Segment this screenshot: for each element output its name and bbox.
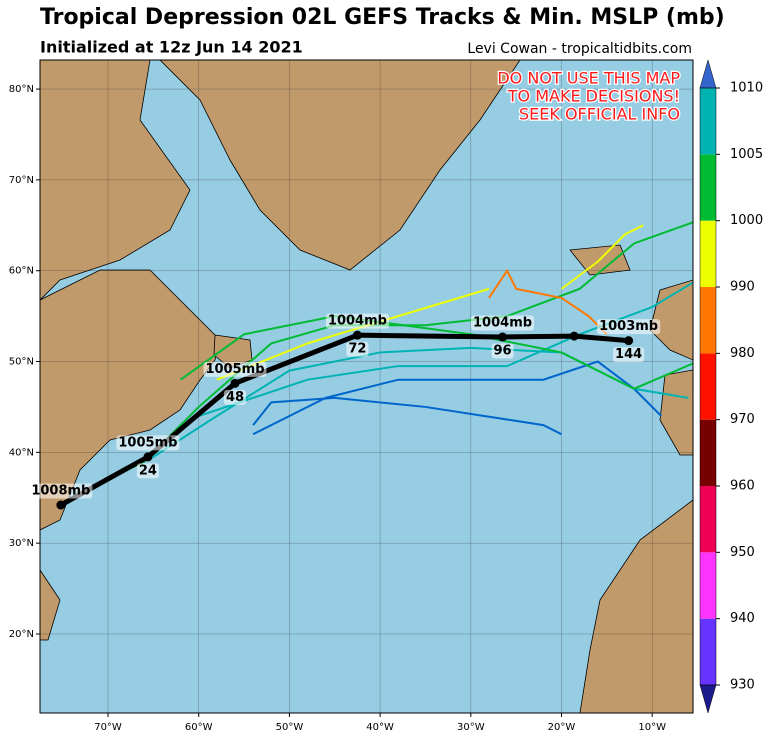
x-tick-label: 20°W: [548, 722, 576, 733]
colorbar-segment: [700, 486, 716, 553]
title: Tropical Depression 02L GEFS Tracks & Mi…: [40, 5, 725, 30]
colorbar-label: 930: [730, 678, 755, 693]
label-bg: [491, 343, 514, 359]
colorbar-extend: [699, 684, 717, 714]
track-point: [56, 500, 66, 510]
x-tick-label: 40°W: [366, 722, 394, 733]
hour-label: 96: [493, 344, 511, 359]
label-bg: [116, 435, 180, 451]
colorbar-label: 950: [730, 545, 755, 560]
x-tick-label: 50°W: [276, 722, 304, 733]
pressure-label: 1005mb: [118, 435, 177, 450]
colorbar-label: 1005: [730, 147, 763, 162]
label-bg: [203, 361, 267, 377]
label-bg: [597, 319, 661, 335]
y-tick-label: 20°N: [9, 629, 34, 640]
label-bg: [613, 347, 645, 363]
x-tick-label: 30°W: [457, 722, 485, 733]
pressure-label: 1004mb: [328, 314, 387, 329]
label-bg: [223, 389, 247, 405]
colorbar-label: 980: [730, 346, 755, 361]
label-bg: [29, 483, 93, 499]
colorbar-label: 960: [730, 479, 755, 494]
track-point: [230, 378, 240, 388]
track-point: [352, 330, 362, 340]
label-bg: [471, 315, 535, 331]
colorbar-frame: [699, 87, 717, 686]
credit: Levi Cowan - tropicaltidbits.com: [467, 41, 692, 57]
colorbar-label: 1010: [730, 81, 763, 96]
subtitle: Initialized at 12z Jun 14 2021: [40, 38, 303, 57]
colorbar-segment: [700, 88, 716, 155]
member-track: [198, 281, 693, 417]
track-point: [143, 452, 153, 462]
x-tick-label: 60°W: [185, 722, 213, 733]
hour-label: 48: [226, 390, 244, 405]
pressure-label: 1004mb: [473, 316, 532, 331]
y-tick-label: 60°N: [9, 266, 34, 277]
y-tick-label: 30°N: [9, 538, 34, 549]
label-bg: [346, 341, 369, 357]
y-tick-label: 70°N: [9, 175, 34, 186]
member-track: [488, 268, 608, 335]
colorbar-segment: [700, 552, 716, 619]
hour-label: 144: [615, 347, 642, 362]
track-labels: 1008mb 1005mb 24 1005mb 48 1004mb 72 1004mb 96 10…: [29, 313, 661, 510]
member-track: [252, 396, 562, 436]
colorbar-segment: [700, 220, 716, 287]
y-tick-label: 40°N: [9, 447, 34, 458]
pressure-label: 1005mb: [205, 362, 264, 377]
x-tick-label: 10°W: [638, 722, 666, 733]
pressure-label: 1003mb: [599, 319, 658, 334]
track-point: [498, 332, 508, 342]
colorbar-segment: [700, 353, 716, 420]
colorbar-segment: [700, 419, 716, 486]
track-point: [624, 336, 634, 346]
colorbar-extend: [699, 59, 717, 89]
colorbar-segment: [700, 618, 716, 685]
colorbar-segment: [700, 154, 716, 221]
warning-line: DO NOT USE THIS MAP: [497, 69, 680, 88]
y-tick-label: 80°N: [9, 84, 34, 95]
map-frame: [39, 59, 694, 714]
warning-line: SEEK OFFICIAL INFO: [519, 105, 680, 124]
colorbar-label: 1000: [730, 213, 763, 228]
warning-line: TO MAKE DECISIONS!: [507, 87, 680, 106]
hour-label: 24: [139, 463, 157, 478]
member-track: [560, 224, 644, 290]
label-bg: [325, 313, 389, 329]
colorbar-label: 990: [730, 280, 755, 295]
y-tick-label: 50°N: [9, 357, 34, 368]
track-point: [569, 331, 579, 341]
x-tick-label: 70°W: [94, 722, 122, 733]
warning: DO NOT USE THIS MAP TO MAKE DECISIONS! S…: [496, 67, 682, 125]
member-track: [252, 360, 662, 436]
colorbar-label: 970: [730, 412, 755, 427]
label-bg: [136, 463, 159, 479]
member-track: [216, 287, 490, 381]
hour-label: 72: [348, 342, 366, 357]
colorbar-label: 940: [730, 611, 755, 626]
pressure-label: 1008mb: [31, 484, 90, 499]
colorbar-segment: [700, 287, 716, 354]
